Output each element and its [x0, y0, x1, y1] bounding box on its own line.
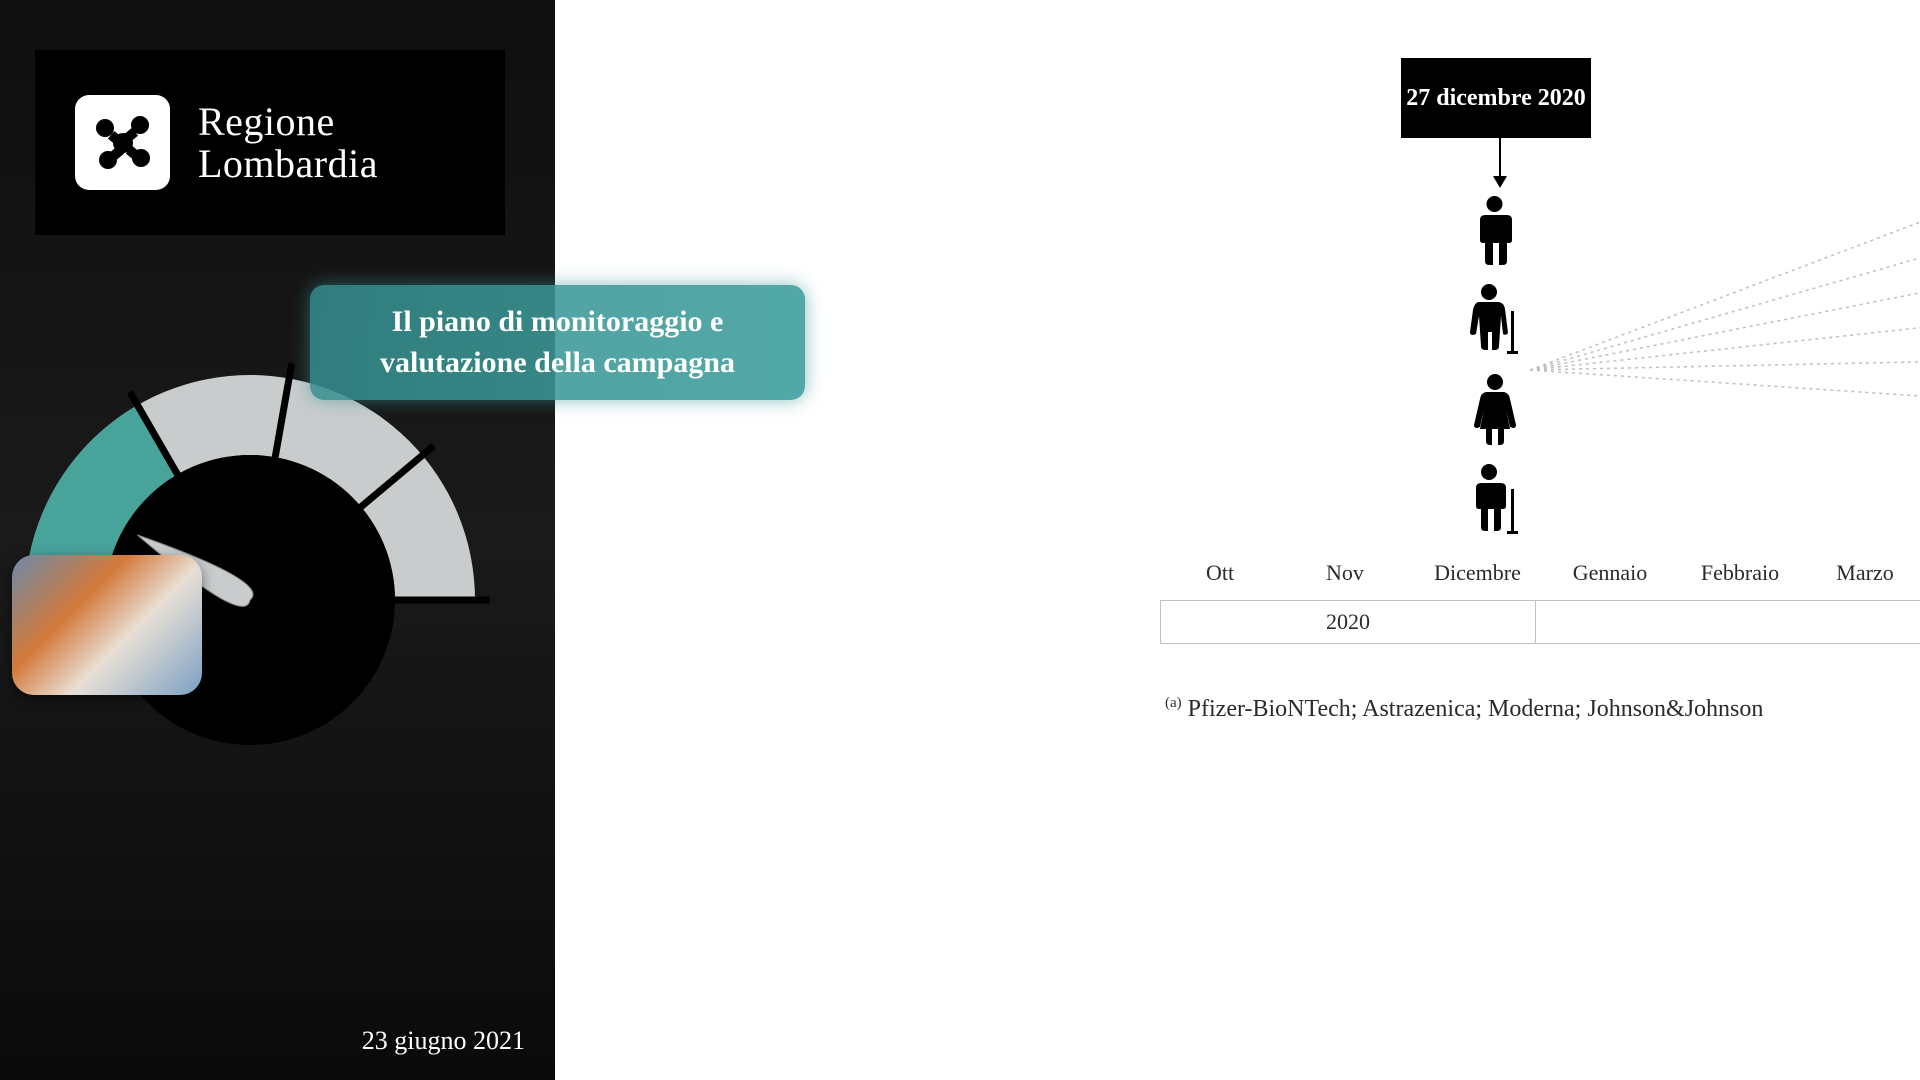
month-label: Dicembre — [1410, 560, 1545, 586]
month-label: Ott — [1160, 560, 1280, 586]
footer-date: 23 giugno 2021 — [362, 1026, 525, 1056]
person-man-icon — [1472, 195, 1517, 265]
person-elderly-man-icon — [1467, 463, 1522, 535]
footnote-sup: (a) — [1165, 695, 1182, 711]
arrow-down-icon — [1490, 138, 1510, 193]
logo-line1: Regione — [198, 99, 335, 144]
month-label: Marzo — [1805, 560, 1920, 586]
logo-line2: Lombardia — [198, 141, 378, 186]
person-elderly-woman-icon — [1467, 283, 1522, 355]
year-row: 2020 2021 — [1160, 600, 1920, 644]
sidebar: Regione Lombardia Il piano di monitoragg… — [0, 0, 555, 1080]
year-2020: 2020 — [1161, 601, 1536, 643]
photo-thumbnail — [12, 555, 202, 695]
logo-box: Regione Lombardia — [35, 50, 505, 235]
footnote: (a) Pfizer-BioNTech; Astrazenica; Modern… — [1165, 695, 1763, 723]
month-label: Gennaio — [1545, 560, 1675, 586]
slide-title: Il piano di monitoraggio e valutazione d… — [334, 302, 781, 383]
months-row: OttNovDicembreGennaioFebbraioMarzoAprile… — [1160, 560, 1920, 586]
date-badge: 27 dicembre 2020 — [1401, 58, 1591, 138]
logo-text: Regione Lombardia — [198, 101, 378, 185]
footnote-text: Pfizer-BioNTech; Astrazenica; Moderna; J… — [1182, 696, 1764, 722]
title-banner: Il piano di monitoraggio e valutazione d… — [310, 285, 805, 400]
fan-lines — [1530, 180, 1920, 440]
person-woman-icon — [1470, 373, 1520, 445]
date-badge-text: 27 dicembre 2020 — [1406, 84, 1586, 113]
month-label: Febbraio — [1675, 560, 1805, 586]
month-label: Nov — [1280, 560, 1410, 586]
logo-icon — [75, 95, 170, 190]
main-content: 27 dicembre 2020 Somministrazione vaccin… — [555, 0, 1920, 1080]
year-2021: 2021 — [1536, 601, 1920, 643]
people-column — [1467, 195, 1522, 535]
